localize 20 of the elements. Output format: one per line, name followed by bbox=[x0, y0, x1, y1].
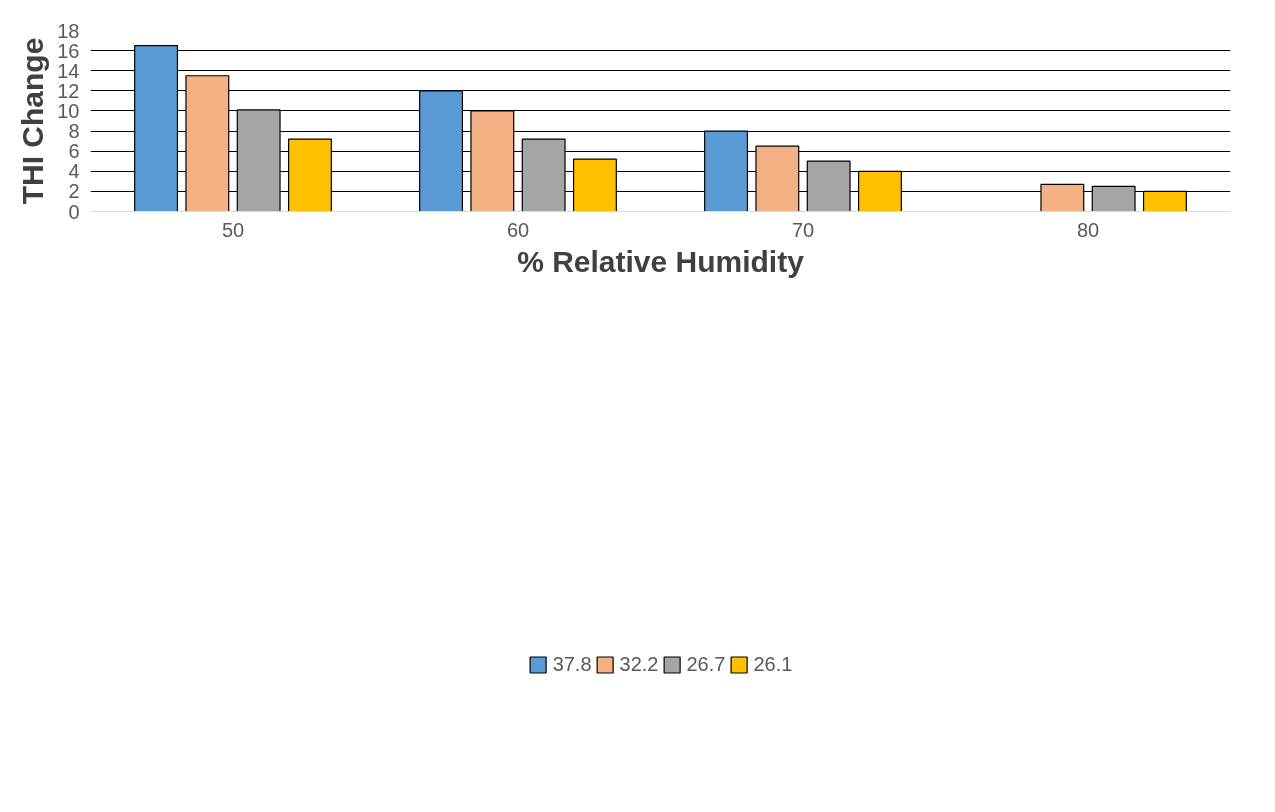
y-tick-label: 18 bbox=[57, 19, 80, 42]
legend-label: 32.2 bbox=[619, 652, 659, 676]
y-tick-label: 4 bbox=[68, 160, 80, 183]
x-tick-label: 80 bbox=[1076, 218, 1100, 241]
x-tick-label: 50 bbox=[221, 218, 245, 241]
y-tick-label: 0 bbox=[68, 200, 80, 223]
y-tick-label: 8 bbox=[68, 120, 80, 143]
x-axis-title: % Relative Humidity bbox=[517, 244, 805, 278]
x-tick-label: 70 bbox=[791, 218, 815, 241]
y-tick-label: 14 bbox=[57, 59, 80, 82]
y-tick-label: 10 bbox=[57, 99, 80, 122]
x-tick-label: 60 bbox=[506, 218, 530, 241]
y-tick-label: 16 bbox=[57, 39, 80, 62]
legend-label: 26.1 bbox=[753, 652, 793, 676]
y-tick-label: 12 bbox=[57, 79, 80, 102]
y-tick-label: 2 bbox=[68, 180, 80, 203]
legend-label: 37.8 bbox=[552, 652, 592, 676]
legend-label: 26.7 bbox=[686, 652, 726, 676]
y-axis-title: THI Change bbox=[16, 37, 50, 205]
y-tick-label: 6 bbox=[68, 140, 80, 163]
